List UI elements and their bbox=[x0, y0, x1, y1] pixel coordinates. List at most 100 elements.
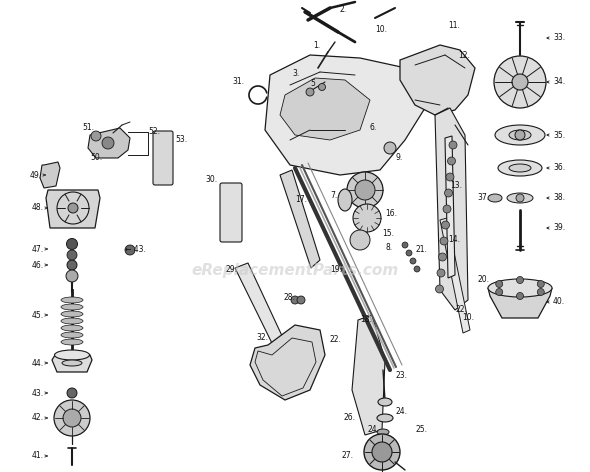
Ellipse shape bbox=[377, 414, 393, 422]
Text: 12.: 12. bbox=[458, 51, 470, 59]
Text: 24.: 24. bbox=[396, 407, 408, 416]
Ellipse shape bbox=[377, 429, 389, 435]
Text: 43.: 43. bbox=[32, 388, 44, 397]
Text: 16.: 16. bbox=[385, 209, 397, 218]
Ellipse shape bbox=[61, 297, 83, 303]
Text: 23.: 23. bbox=[395, 371, 407, 379]
Circle shape bbox=[384, 142, 396, 154]
Circle shape bbox=[372, 442, 392, 462]
Circle shape bbox=[68, 203, 78, 213]
Text: 36.: 36. bbox=[553, 163, 565, 172]
Text: 40.: 40. bbox=[553, 297, 565, 306]
FancyBboxPatch shape bbox=[153, 131, 173, 185]
Text: 47.: 47. bbox=[32, 244, 44, 253]
Text: 15.: 15. bbox=[382, 228, 394, 237]
Polygon shape bbox=[88, 128, 130, 158]
FancyBboxPatch shape bbox=[220, 183, 242, 242]
Text: 21.: 21. bbox=[415, 245, 427, 254]
Circle shape bbox=[516, 277, 523, 284]
Circle shape bbox=[54, 400, 90, 436]
Circle shape bbox=[91, 131, 101, 141]
Circle shape bbox=[67, 238, 77, 250]
Polygon shape bbox=[40, 162, 60, 188]
Circle shape bbox=[516, 293, 523, 300]
Text: 25.: 25. bbox=[415, 425, 427, 435]
Polygon shape bbox=[488, 288, 552, 318]
Circle shape bbox=[350, 230, 370, 250]
Circle shape bbox=[438, 253, 447, 261]
Polygon shape bbox=[445, 136, 455, 278]
Circle shape bbox=[67, 260, 77, 270]
Text: eReplacementParts.com: eReplacementParts.com bbox=[191, 262, 399, 278]
Text: 51.: 51. bbox=[82, 124, 94, 133]
Text: 5: 5 bbox=[310, 78, 315, 87]
Polygon shape bbox=[435, 108, 468, 310]
Circle shape bbox=[516, 194, 524, 202]
Text: 20.: 20. bbox=[478, 276, 490, 285]
Ellipse shape bbox=[498, 160, 542, 176]
Circle shape bbox=[441, 221, 450, 229]
Polygon shape bbox=[46, 190, 100, 228]
Text: 7.: 7. bbox=[330, 191, 337, 200]
Text: 32.: 32. bbox=[256, 332, 268, 342]
Text: 29.: 29. bbox=[226, 265, 238, 275]
Polygon shape bbox=[352, 315, 385, 435]
Circle shape bbox=[444, 189, 453, 197]
Circle shape bbox=[364, 434, 400, 470]
Text: 13.: 13. bbox=[450, 180, 462, 189]
Circle shape bbox=[67, 250, 77, 260]
Ellipse shape bbox=[378, 398, 392, 406]
Ellipse shape bbox=[61, 304, 83, 310]
Text: 22.: 22. bbox=[330, 336, 342, 345]
Ellipse shape bbox=[509, 164, 531, 172]
Circle shape bbox=[125, 245, 135, 255]
Circle shape bbox=[414, 266, 420, 272]
Text: 24.: 24. bbox=[368, 425, 380, 435]
Ellipse shape bbox=[61, 339, 83, 345]
Circle shape bbox=[512, 74, 528, 90]
Polygon shape bbox=[250, 325, 325, 400]
Text: 49.: 49. bbox=[30, 170, 42, 179]
Text: 42.: 42. bbox=[32, 413, 44, 422]
Text: 6.: 6. bbox=[370, 124, 377, 133]
Text: ← 43.: ← 43. bbox=[125, 245, 146, 254]
Ellipse shape bbox=[61, 332, 83, 338]
Circle shape bbox=[447, 157, 455, 165]
Text: 9.: 9. bbox=[395, 153, 402, 162]
Text: 30.: 30. bbox=[206, 176, 218, 185]
Circle shape bbox=[297, 296, 305, 304]
Ellipse shape bbox=[509, 130, 531, 140]
Ellipse shape bbox=[488, 194, 502, 202]
Circle shape bbox=[102, 137, 114, 149]
Circle shape bbox=[410, 258, 416, 264]
Polygon shape bbox=[280, 78, 370, 140]
Circle shape bbox=[494, 56, 546, 108]
Text: 14.: 14. bbox=[448, 236, 460, 244]
Text: 2.: 2. bbox=[340, 6, 347, 15]
Ellipse shape bbox=[61, 318, 83, 324]
Circle shape bbox=[63, 409, 81, 427]
Text: 27.: 27. bbox=[342, 450, 354, 460]
Circle shape bbox=[355, 180, 375, 200]
Circle shape bbox=[440, 237, 448, 245]
Text: 22.: 22. bbox=[456, 305, 468, 314]
Text: 38.: 38. bbox=[553, 194, 565, 202]
Text: 17.: 17. bbox=[295, 195, 307, 204]
Text: 8.: 8. bbox=[385, 244, 392, 253]
Text: 37.: 37. bbox=[478, 194, 490, 202]
Circle shape bbox=[66, 270, 78, 282]
Circle shape bbox=[537, 280, 545, 287]
Polygon shape bbox=[265, 55, 430, 175]
Text: 34.: 34. bbox=[553, 77, 565, 86]
Text: 18.: 18. bbox=[360, 315, 372, 325]
Text: 41.: 41. bbox=[32, 452, 44, 461]
Text: 48.: 48. bbox=[32, 203, 44, 212]
Polygon shape bbox=[235, 263, 305, 392]
Text: 1.: 1. bbox=[313, 42, 320, 51]
Ellipse shape bbox=[495, 125, 545, 145]
Text: 52.: 52. bbox=[148, 127, 160, 136]
Text: 33.: 33. bbox=[553, 34, 565, 42]
Text: 39.: 39. bbox=[553, 224, 565, 233]
Ellipse shape bbox=[488, 279, 552, 297]
Circle shape bbox=[353, 204, 381, 232]
